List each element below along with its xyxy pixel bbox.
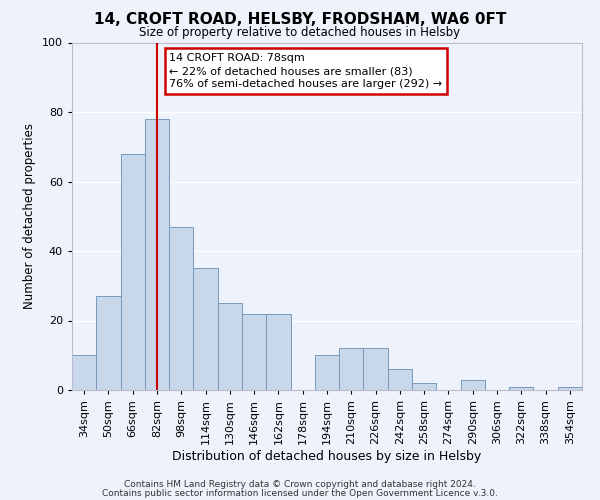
Bar — [558, 386, 582, 390]
Bar — [218, 303, 242, 390]
Bar — [364, 348, 388, 390]
Bar — [461, 380, 485, 390]
Bar — [145, 119, 169, 390]
Bar — [315, 355, 339, 390]
Bar — [509, 386, 533, 390]
Text: 14 CROFT ROAD: 78sqm
← 22% of detached houses are smaller (83)
76% of semi-detac: 14 CROFT ROAD: 78sqm ← 22% of detached h… — [169, 53, 442, 90]
Text: Contains HM Land Registry data © Crown copyright and database right 2024.: Contains HM Land Registry data © Crown c… — [124, 480, 476, 489]
Bar — [339, 348, 364, 390]
Text: Contains public sector information licensed under the Open Government Licence v.: Contains public sector information licen… — [102, 489, 498, 498]
Bar — [193, 268, 218, 390]
Bar — [388, 369, 412, 390]
Bar — [169, 226, 193, 390]
Bar — [266, 314, 290, 390]
Bar — [121, 154, 145, 390]
Bar — [412, 383, 436, 390]
Text: Size of property relative to detached houses in Helsby: Size of property relative to detached ho… — [139, 26, 461, 39]
Text: 14, CROFT ROAD, HELSBY, FRODSHAM, WA6 0FT: 14, CROFT ROAD, HELSBY, FRODSHAM, WA6 0F… — [94, 12, 506, 28]
Y-axis label: Number of detached properties: Number of detached properties — [23, 123, 37, 309]
Bar — [242, 314, 266, 390]
X-axis label: Distribution of detached houses by size in Helsby: Distribution of detached houses by size … — [172, 450, 482, 462]
Bar — [96, 296, 121, 390]
Bar — [72, 355, 96, 390]
